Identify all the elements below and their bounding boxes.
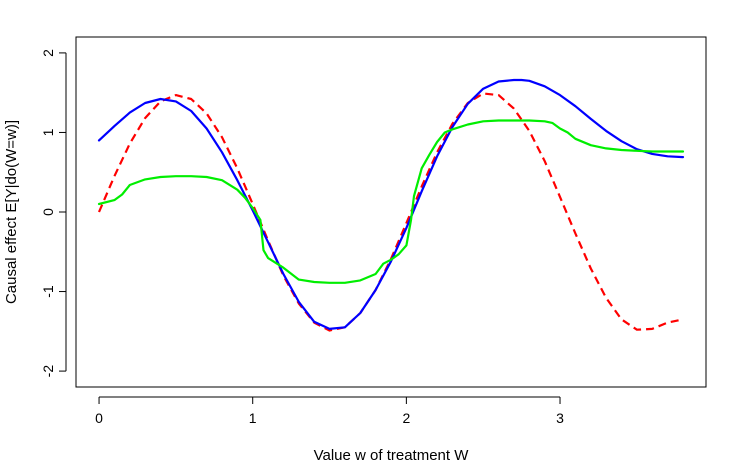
series-line-2 bbox=[97, 78, 685, 330]
plot-frame bbox=[75, 36, 707, 388]
x-axis: 0 1 2 3 bbox=[95, 396, 564, 426]
x-tick-label-3: 3 bbox=[556, 410, 564, 426]
y-tick-label-1: 1 bbox=[40, 128, 56, 136]
series-line-3 bbox=[97, 119, 685, 284]
x-tick-label-2: 2 bbox=[402, 410, 410, 426]
y-tick-label--2: -2 bbox=[40, 365, 56, 378]
y-tick-label--1: -1 bbox=[40, 285, 56, 298]
y-axis-title: Causal effect E[Y|do(W=w)] bbox=[3, 120, 20, 304]
y-tick-label-2: 2 bbox=[40, 49, 56, 57]
series-layer bbox=[97, 78, 685, 332]
x-axis-title: Value w of treatment W bbox=[314, 447, 470, 464]
series-line-1 bbox=[97, 92, 684, 332]
x-tick-label-0: 0 bbox=[95, 410, 103, 426]
y-axis: -2 -1 0 1 2 bbox=[40, 49, 67, 378]
y-tick-label-0: 0 bbox=[40, 208, 56, 216]
x-tick-label-1: 1 bbox=[249, 410, 257, 426]
